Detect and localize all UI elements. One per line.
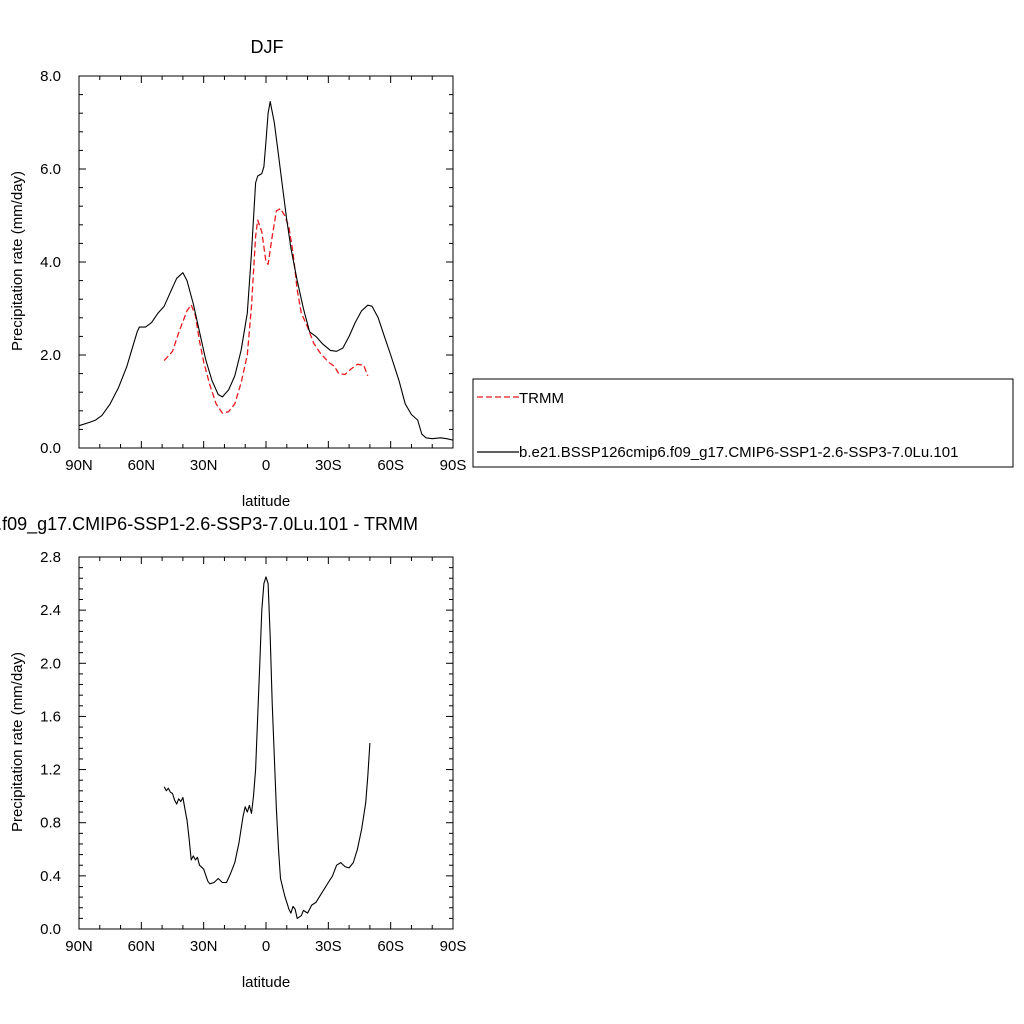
series-line-model (163, 576, 371, 919)
y-tick-label: 1.6 (40, 708, 61, 725)
x-tick-label: 30N (190, 457, 218, 474)
x-tick-label: 30S (315, 938, 342, 955)
top-chart-ylabel: Precipitation rate (mm/day) (9, 171, 26, 351)
top-chart: DJF Precipitation rate (mm/day) latitude… (9, 37, 466, 510)
y-tick-label: 0.4 (40, 868, 61, 885)
x-tick-label: 90S (440, 938, 467, 955)
top-chart-plot-frame (78, 75, 454, 449)
y-tick-label: 2.0 (40, 655, 61, 672)
x-tick-label: 30S (315, 457, 342, 474)
y-tick-label: 6.0 (40, 161, 61, 178)
top-chart-ticks: 90N 60N 30N 0 30S 60S 90S 0.0 2.0 4.0 6.0 8.0 (40, 68, 466, 474)
y-tick-label: 0.0 (40, 440, 61, 457)
y-tick-label: 2.8 (40, 549, 61, 566)
y-tick-label: 2.0 (40, 347, 61, 364)
legend: TRMM b.e21.BSSP126cmip6.f09_g17.CMIP6-SS… (472, 378, 1014, 468)
bottom-chart-ylabel: Precipitation rate (mm/day) (9, 652, 26, 832)
legend-label-model: b.e21.BSSP126cmip6.f09_g17.CMIP6-SSP1-2.… (519, 444, 958, 461)
x-tick-label: 90S (440, 457, 467, 474)
bottom-chart-plot-frame (78, 556, 454, 930)
x-tick-label: 90N (65, 457, 93, 474)
y-tick-label: 4.0 (40, 254, 61, 271)
bottom-chart-xlabel: latitude (242, 974, 290, 991)
x-tick-label: 30N (190, 938, 218, 955)
x-tick-label: 60N (128, 938, 156, 955)
x-tick-label: 60S (377, 938, 404, 955)
y-tick-label: 2.4 (40, 602, 61, 619)
x-tick-label: 60N (128, 457, 156, 474)
y-tick-label: 0.8 (40, 815, 61, 832)
x-tick-label: 0 (262, 457, 270, 474)
x-tick-label: 0 (262, 938, 270, 955)
top-chart-lines (78, 101, 454, 441)
y-tick-label: 1.2 (40, 762, 61, 779)
x-tick-label: 60S (377, 457, 404, 474)
y-tick-label: 8.0 (40, 68, 61, 85)
x-tick-label: 90N (65, 938, 93, 955)
bottom-chart-title: b.e21.BSSP126cmip6.f09_g17.CMIP6-SSP1-2.… (0, 514, 418, 535)
bottom-chart: b.e21.BSSP126cmip6.f09_g17.CMIP6-SSP1-2.… (0, 514, 466, 991)
bottom-chart-lines (163, 576, 371, 919)
legend-label-trmm: TRMM (519, 390, 564, 407)
legend-box (472, 378, 1014, 468)
top-chart-title: DJF (251, 37, 284, 57)
series-line-model (78, 101, 454, 441)
y-tick-label: 0.0 (40, 921, 61, 938)
bottom-chart-ticks: 90N 60N 30N 0 30S 60S 90S 0.0 0.4 0.8 1.2 1.6 2.0 2.4… (40, 549, 466, 955)
series-line-trmm (163, 207, 369, 414)
top-chart-xlabel: latitude (242, 493, 290, 510)
